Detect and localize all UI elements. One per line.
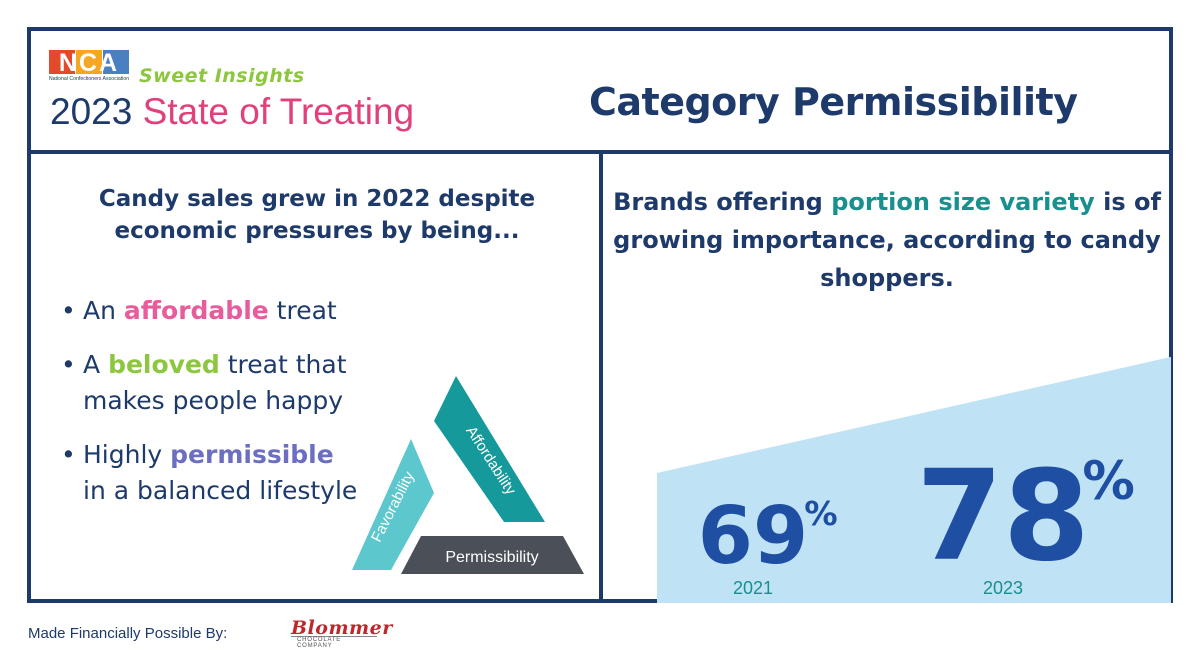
bullet-text: in a balanced lifestyle [83, 476, 358, 505]
bullet-text: treat that makes people happy [83, 350, 347, 415]
percent-sign: % [1082, 451, 1135, 512]
favorability-segment [352, 439, 434, 570]
sponsor-logo: Blommer CHOCOLATE COMPANY [291, 617, 393, 657]
bullet-highlight-beloved: beloved [108, 350, 220, 379]
svg-text:National Confectioners Associa: National Confectioners Association [49, 76, 129, 82]
nca-logo: NCA National Confectioners Association [49, 48, 129, 82]
bullet-beloved: A beloved treat that makes people happy [61, 347, 413, 419]
svg-text:NCA: NCA [59, 49, 119, 77]
sponsor-subtext: CHOCOLATE COMPANY [291, 636, 377, 649]
growth-wedge [657, 356, 1171, 603]
left-headline-line2: economic pressures by being... [114, 218, 520, 244]
category-label: 2021 [733, 578, 773, 598]
right-headline-pre: Brands offering [613, 188, 832, 216]
sponsor-name: Blommer [291, 617, 393, 639]
permissibility-segment [401, 536, 584, 574]
category-label: 2023 [983, 578, 1023, 598]
bullet-list: An affordable treat A beloved treat that… [61, 293, 413, 527]
bullet-highlight-permissible: permissible [170, 440, 334, 469]
bullet-text: An [83, 296, 124, 325]
permissibility-label: Permissibility [445, 549, 538, 566]
report-name: State of Treating [142, 91, 415, 132]
header-divider [31, 150, 1169, 154]
right-headline-post: is of growing importance, according to c… [613, 188, 1161, 292]
left-headline-line1: Candy sales grew in 2022 despite [98, 186, 536, 212]
growth-chart: 69% 2021 78% 2023 [657, 356, 1171, 603]
percent-sign: % [804, 494, 837, 533]
value-label: 69 [698, 489, 808, 582]
category-title: Category Permissibility [589, 80, 1078, 124]
infographic-frame: NCA National Confectioners Association S… [27, 27, 1173, 603]
triangle-diagram: Favorability Affordability Permissibilit… [352, 376, 584, 574]
left-headline: Candy sales grew in 2022 despite economi… [47, 183, 587, 247]
footer-credit: Made Financially Possible By: [28, 625, 228, 642]
bullet-permissible: Highly permissible in a balanced lifesty… [61, 437, 363, 509]
bullet-affordable: An affordable treat [61, 293, 413, 329]
value-label: 78 [916, 444, 1090, 589]
report-year: 2023 [50, 91, 133, 132]
right-headline: Brands offering portion size variety is … [607, 183, 1167, 297]
bullet-text: treat [268, 296, 337, 325]
report-title: 2023 State of Treating [50, 91, 414, 133]
bullet-highlight-affordable: affordable [123, 296, 269, 325]
affordability-segment [434, 376, 545, 522]
bullet-text: A [83, 350, 109, 379]
data-point-2021: 69% 2021 [698, 489, 838, 598]
panel-divider [599, 154, 603, 599]
bullet-text: Highly [83, 440, 171, 469]
series-name: Sweet Insights [139, 65, 305, 87]
right-headline-highlight: portion size variety [831, 188, 1095, 216]
data-point-2023: 78% 2023 [916, 444, 1135, 598]
